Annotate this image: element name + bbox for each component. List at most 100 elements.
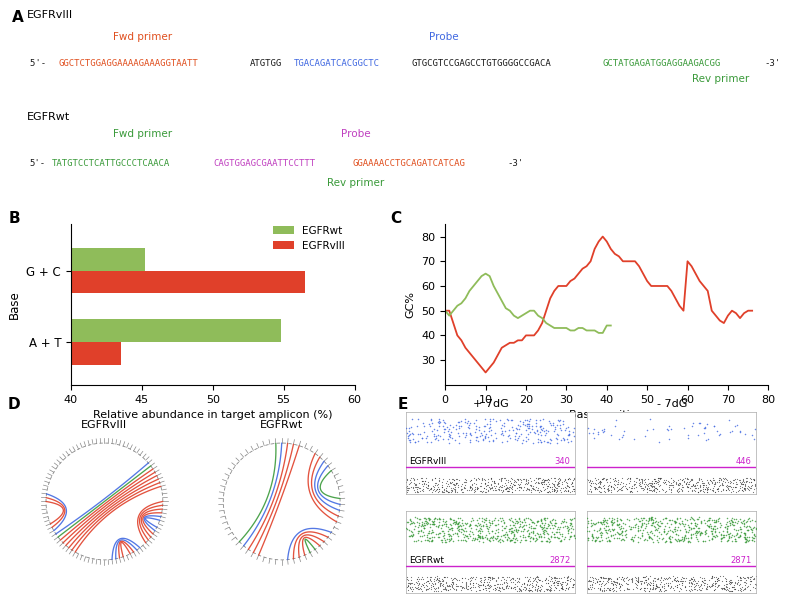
Point xyxy=(611,514,623,524)
Point xyxy=(442,529,455,539)
Point xyxy=(556,517,569,527)
Point xyxy=(483,577,496,587)
Point xyxy=(615,516,627,525)
Point xyxy=(647,482,660,492)
Point xyxy=(472,530,485,540)
Point xyxy=(549,573,562,583)
Point xyxy=(684,518,697,528)
Point xyxy=(561,521,574,531)
Point xyxy=(430,576,443,585)
Point xyxy=(597,519,610,528)
Point xyxy=(562,522,574,532)
Point xyxy=(509,537,522,547)
Point xyxy=(444,478,456,488)
Point xyxy=(551,479,563,488)
Point xyxy=(625,534,637,544)
Point xyxy=(511,534,523,544)
Point xyxy=(650,582,663,592)
Point xyxy=(691,534,704,544)
Point xyxy=(608,514,620,524)
Point xyxy=(608,483,621,493)
Point xyxy=(470,579,482,588)
Point xyxy=(660,486,673,496)
Point xyxy=(500,481,512,490)
Point xyxy=(480,484,492,494)
Point xyxy=(459,430,472,440)
Point xyxy=(505,578,518,587)
Point xyxy=(401,485,414,494)
Point xyxy=(653,579,666,589)
Point xyxy=(420,516,433,526)
Point xyxy=(563,430,575,440)
Point xyxy=(482,515,495,525)
Point xyxy=(564,576,577,585)
Point xyxy=(445,525,458,535)
Point xyxy=(410,536,422,546)
Point xyxy=(433,532,445,542)
Point xyxy=(594,585,607,595)
Point xyxy=(708,527,721,536)
Point xyxy=(412,578,425,587)
Point xyxy=(719,519,732,529)
Point xyxy=(476,516,489,526)
Point xyxy=(741,516,753,525)
Point xyxy=(604,516,617,526)
Point xyxy=(534,529,547,539)
Point xyxy=(647,584,660,594)
Point xyxy=(641,484,653,494)
Point xyxy=(541,585,553,595)
Point xyxy=(499,473,511,483)
Point xyxy=(463,526,476,536)
Point xyxy=(593,576,606,585)
Point xyxy=(598,513,611,523)
Point xyxy=(683,581,696,591)
Point xyxy=(608,524,620,534)
Point xyxy=(722,522,734,531)
Point xyxy=(539,475,552,485)
Point xyxy=(641,518,654,528)
Point xyxy=(645,513,657,522)
Point xyxy=(420,482,433,492)
Point xyxy=(541,536,553,546)
Point xyxy=(527,576,540,586)
Point xyxy=(649,483,662,493)
Point xyxy=(616,534,629,544)
Point xyxy=(739,533,752,543)
Point xyxy=(530,482,542,492)
Point xyxy=(552,522,565,532)
Point xyxy=(444,430,456,440)
Point xyxy=(693,418,705,427)
Point xyxy=(523,514,536,524)
Point xyxy=(477,537,489,547)
Point xyxy=(560,435,573,444)
Point xyxy=(485,526,498,536)
Point xyxy=(549,583,562,593)
Point xyxy=(499,523,511,533)
Point xyxy=(444,582,456,591)
Point xyxy=(533,473,546,483)
Point xyxy=(556,577,568,587)
Point xyxy=(705,514,718,524)
Point xyxy=(716,530,729,539)
Point xyxy=(679,585,692,594)
Point xyxy=(563,487,576,497)
Point xyxy=(584,480,597,490)
Point xyxy=(664,424,677,434)
Point xyxy=(496,437,508,447)
Point xyxy=(446,477,459,487)
Point xyxy=(517,419,530,428)
Point xyxy=(674,479,686,489)
Point xyxy=(596,579,608,588)
Point xyxy=(749,583,761,593)
Point xyxy=(708,477,721,487)
Point xyxy=(684,537,697,547)
Point xyxy=(464,435,477,445)
Point xyxy=(420,585,433,594)
Point xyxy=(516,579,529,589)
Point xyxy=(588,519,600,528)
Point xyxy=(701,579,713,588)
Point xyxy=(557,433,570,443)
Point xyxy=(594,528,607,538)
Point xyxy=(701,419,713,428)
Point xyxy=(582,475,594,485)
